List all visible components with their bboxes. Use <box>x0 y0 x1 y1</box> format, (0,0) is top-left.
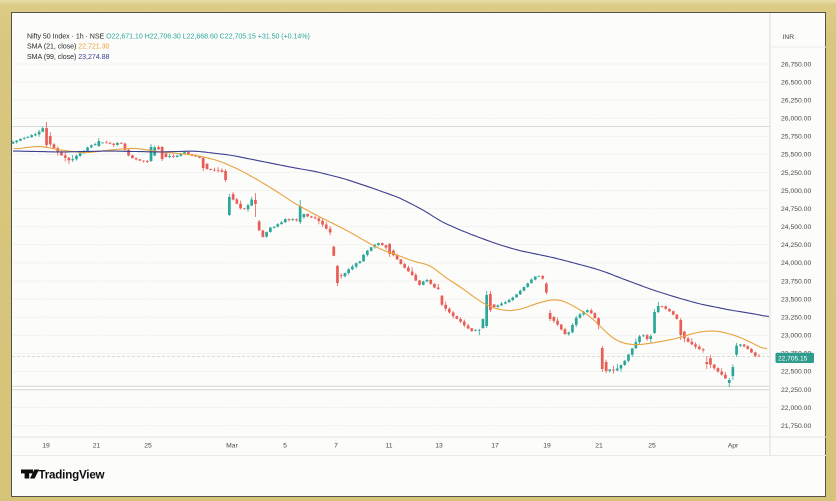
svg-text:26,750.00: 26,750.00 <box>781 61 811 68</box>
svg-text:24,000.00: 24,000.00 <box>781 260 811 267</box>
svg-text:Mar: Mar <box>226 443 238 450</box>
svg-text:21: 21 <box>595 443 603 450</box>
svg-text:25,000.00: 25,000.00 <box>781 188 811 195</box>
svg-text:21: 21 <box>93 443 101 450</box>
svg-text:25: 25 <box>144 443 152 450</box>
svg-text:26,000.00: 26,000.00 <box>781 116 811 123</box>
svg-text:25: 25 <box>648 443 656 450</box>
svg-text:22,250.00: 22,250.00 <box>781 387 811 394</box>
svg-text:19: 19 <box>42 443 50 450</box>
svg-text:23,750.00: 23,750.00 <box>781 278 811 285</box>
svg-text:11: 11 <box>385 443 392 450</box>
svg-text:25,250.00: 25,250.00 <box>781 170 811 177</box>
svg-text:INR: INR <box>783 34 795 41</box>
svg-text:26,250.00: 26,250.00 <box>781 98 811 105</box>
svg-text:22,705.15: 22,705.15 <box>778 355 808 362</box>
svg-text:21,750.00: 21,750.00 <box>781 423 811 430</box>
svg-text:SMA (99, close) 23,274.88: SMA (99, close) 23,274.88 <box>27 53 109 61</box>
svg-text:17: 17 <box>491 443 499 450</box>
svg-text:7: 7 <box>334 443 338 450</box>
svg-text:Nifty 50 Index · 1h · NSE O22: Nifty 50 Index · 1h · NSE O22,671.10 H22… <box>27 33 310 41</box>
svg-text:23,000.00: 23,000.00 <box>781 333 811 340</box>
svg-text:25,500.00: 25,500.00 <box>781 152 811 159</box>
svg-text:TradingView: TradingView <box>39 468 106 481</box>
svg-text:13: 13 <box>435 443 443 450</box>
svg-text:5: 5 <box>283 443 287 450</box>
svg-text:22,500.00: 22,500.00 <box>781 369 811 376</box>
svg-text:25,750.00: 25,750.00 <box>781 134 811 141</box>
svg-text:23,500.00: 23,500.00 <box>781 296 811 303</box>
svg-text:Apr: Apr <box>728 443 739 450</box>
svg-text:SMA (21, close) 22,721.30: SMA (21, close) 22,721.30 <box>27 43 109 51</box>
svg-text:24,500.00: 24,500.00 <box>781 224 811 231</box>
svg-text:22,000.00: 22,000.00 <box>781 405 811 412</box>
svg-text:19: 19 <box>543 443 551 450</box>
svg-text:24,250.00: 24,250.00 <box>781 242 811 249</box>
svg-text:26,500.00: 26,500.00 <box>781 79 811 86</box>
svg-text:23,250.00: 23,250.00 <box>781 315 811 322</box>
svg-text:24,750.00: 24,750.00 <box>781 206 811 213</box>
